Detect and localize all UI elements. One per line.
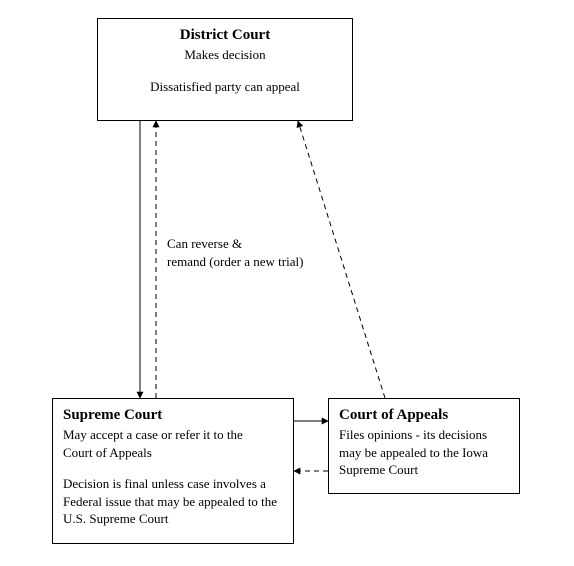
district-title: District Court bbox=[108, 27, 342, 44]
edge-label-line2: remand (order a new trial) bbox=[167, 253, 303, 271]
node-court-of-appeals: Court of Appeals Files opinions - its de… bbox=[328, 398, 520, 494]
supreme-line2: Decision is final unless case involves a… bbox=[63, 475, 283, 528]
node-district-court: District Court Makes decision Dissatisfi… bbox=[97, 18, 353, 121]
district-line1: Makes decision bbox=[108, 46, 342, 64]
appeals-title: Court of Appeals bbox=[339, 407, 509, 424]
supreme-title: Supreme Court bbox=[63, 407, 283, 424]
node-supreme-court: Supreme Court May accept a case or refer… bbox=[52, 398, 294, 544]
edge-label-reverse-remand: Can reverse & remand (order a new trial) bbox=[167, 235, 303, 270]
appeals-line1: Files opinions - its decisions may be ap… bbox=[339, 426, 509, 479]
supreme-line1: May accept a case or refer it to the Cou… bbox=[63, 426, 268, 461]
district-line2: Dissatisfied party can appeal bbox=[108, 78, 342, 96]
edge-appeals-to-district bbox=[298, 121, 385, 398]
edge-label-line1: Can reverse & bbox=[167, 235, 303, 253]
